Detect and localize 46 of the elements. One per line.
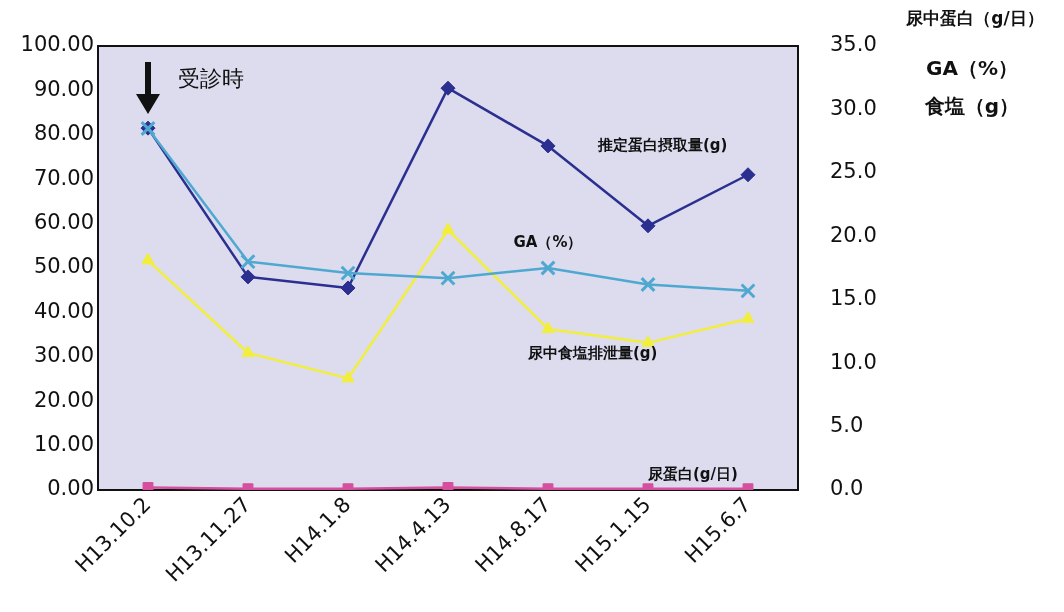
y-tick-label: 60.00 xyxy=(33,210,94,235)
y2-tick-label: 30.0 xyxy=(830,95,877,120)
text: GA（%） xyxy=(926,56,1018,81)
point xyxy=(740,167,756,183)
y2-tick-label: 10.0 xyxy=(830,349,877,374)
series-label: 尿中食塩排泄量(g) xyxy=(527,343,658,362)
point xyxy=(740,282,756,299)
point xyxy=(441,222,455,234)
point xyxy=(341,370,355,383)
y2-tick-label: 15.0 xyxy=(830,286,877,311)
y-tick-label: 90.00 xyxy=(33,76,94,101)
point xyxy=(440,270,456,287)
y2-tick-label: 35.0 xyxy=(830,32,877,57)
y2-tick-label: 0.0 xyxy=(830,476,864,501)
y-tick-label: 0.00 xyxy=(47,476,94,501)
series-label: 尿蛋白(g/日) xyxy=(647,464,738,483)
y-tick-label: 30.00 xyxy=(33,343,94,368)
point xyxy=(640,276,656,293)
point xyxy=(540,138,556,154)
point xyxy=(440,80,456,96)
point xyxy=(340,265,356,281)
y-tick-label: 40.00 xyxy=(33,298,94,323)
point xyxy=(141,252,155,265)
y-tick-label: 10.00 xyxy=(33,432,94,457)
y-tick-label: 80.00 xyxy=(33,121,94,146)
point xyxy=(641,335,655,347)
series-label: GA（%） xyxy=(513,232,583,251)
y2-tick-label: 20.0 xyxy=(830,222,877,247)
point xyxy=(541,321,555,333)
point xyxy=(640,218,656,234)
y-tick-label: 50.00 xyxy=(33,254,94,279)
point xyxy=(240,253,256,270)
text: 食塩（g） xyxy=(923,94,1020,119)
point xyxy=(240,269,256,285)
y-tick-label: 20.00 xyxy=(33,387,94,412)
annotation: 受診時 xyxy=(178,65,244,91)
point xyxy=(741,311,755,323)
point xyxy=(340,280,356,296)
series-label: 推定蛋白摂取量(g) xyxy=(597,135,728,154)
y2-axis-title: 尿中蛋白（g/日） xyxy=(905,8,1044,29)
y2-tick-label: 5.0 xyxy=(830,413,864,438)
point xyxy=(540,260,556,276)
y-tick-label: 100.00 xyxy=(20,32,94,57)
y-tick-label: 70.00 xyxy=(33,165,94,190)
y2-tick-label: 25.0 xyxy=(830,159,877,184)
point xyxy=(241,345,255,357)
